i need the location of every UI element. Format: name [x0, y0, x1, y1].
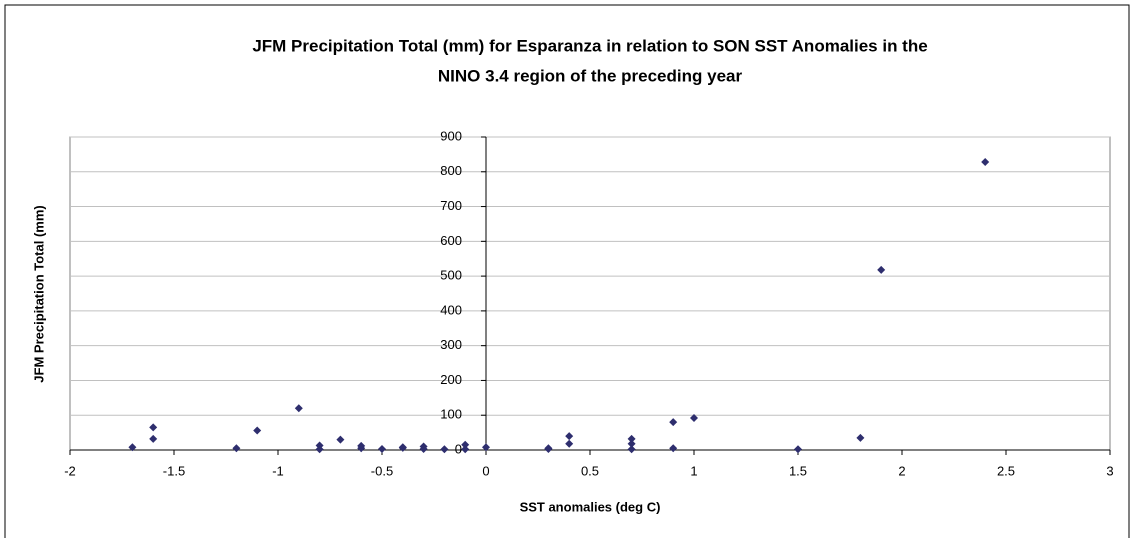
point — [294, 404, 303, 413]
x-tick-label: -1.5 — [163, 463, 185, 478]
point — [565, 439, 574, 448]
x-tick-label: 0.5 — [581, 463, 599, 478]
x-tick-label: 1 — [690, 463, 697, 478]
y-tick-label: 0 — [455, 441, 462, 456]
x-tick-label: -2 — [64, 463, 76, 478]
point — [627, 445, 636, 454]
y-tick-label: 100 — [440, 407, 462, 422]
y-tick-label: 600 — [440, 233, 462, 248]
y-tick-label: 400 — [440, 302, 462, 317]
point — [981, 158, 990, 167]
x-tick-label: -0.5 — [371, 463, 393, 478]
point — [149, 434, 158, 443]
point — [440, 445, 449, 454]
x-tick-label: 0 — [482, 463, 489, 478]
point — [128, 443, 137, 452]
x-tick-label: 1.5 — [789, 463, 807, 478]
y-tick-label: 900 — [440, 128, 462, 143]
y-tick-label: 500 — [440, 268, 462, 283]
x-tick-label: 2.5 — [997, 463, 1015, 478]
point — [794, 445, 802, 454]
point — [149, 423, 158, 432]
point — [690, 414, 698, 423]
point — [398, 443, 407, 452]
y-axis-title: JFM Precipitation Total (mm) — [31, 205, 46, 382]
point — [357, 444, 366, 453]
point — [565, 432, 574, 441]
point — [856, 433, 865, 442]
point — [378, 444, 386, 453]
point — [669, 444, 678, 453]
x-axis-title: SST anomalies (deg C) — [520, 499, 661, 514]
plot-border — [69, 136, 1111, 451]
y-tick-label: 200 — [440, 372, 462, 387]
point — [419, 444, 428, 453]
point — [461, 440, 470, 449]
chart-title: NINO 3.4 region of the preceding year — [438, 66, 743, 85]
y-tick-label: 300 — [440, 337, 462, 352]
x-tick-label: 3 — [1106, 463, 1113, 478]
x-tick-label: -1 — [272, 463, 284, 478]
y-tick-label: 700 — [440, 198, 462, 213]
y-tick-label: 800 — [440, 163, 462, 178]
point — [877, 265, 886, 274]
x-tick-label: 2 — [898, 463, 905, 478]
point — [336, 435, 345, 444]
point — [315, 445, 324, 454]
point — [232, 444, 241, 453]
point — [253, 426, 262, 435]
chart-title: JFM Precipitation Total (mm) for Esparan… — [252, 36, 927, 55]
point — [482, 443, 490, 452]
point — [627, 439, 636, 448]
point — [544, 444, 553, 453]
point — [461, 445, 470, 454]
point — [627, 434, 636, 443]
point — [669, 418, 678, 427]
